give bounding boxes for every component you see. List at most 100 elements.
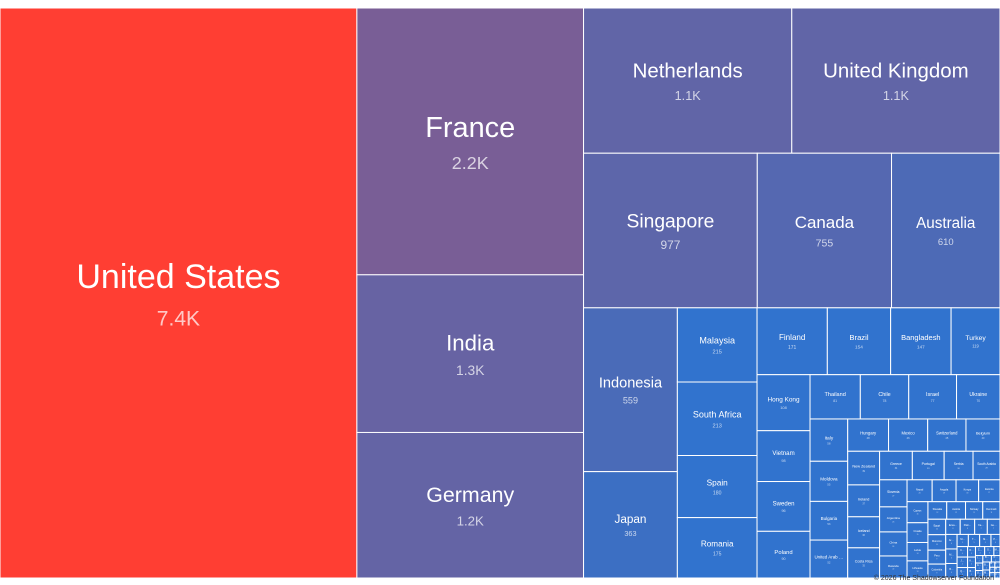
tile-jordan[interactable]: J…4: [956, 556, 969, 569]
tile-germany[interactable]: Germany 1.2K: [356, 431, 585, 579]
tile-portugal[interactable]: Portugal 33: [911, 450, 945, 481]
tile-rect-united-states[interactable]: [0, 7, 358, 579]
tile-ireland[interactable]: Ireland 37: [847, 484, 881, 518]
tile-rect-netherlands[interactable]: [583, 7, 793, 154]
tile-rect-south-africa[interactable]: [676, 381, 758, 457]
tile-costa-rica[interactable]: Costa Rica 35: [847, 547, 881, 579]
tile-rect-south-arabia[interactable]: [972, 450, 1000, 481]
tile-rect-spain[interactable]: [676, 455, 758, 519]
tile-albania[interactable]: Al…6: [945, 548, 958, 564]
tile-south-africa[interactable]: South Africa 213: [676, 381, 758, 457]
tile-malta[interactable]: M…5: [956, 533, 969, 548]
tile-tunisia[interactable]: T…5: [967, 533, 981, 548]
tile-iceland[interactable]: Iceland 36: [847, 516, 881, 549]
tile-rect-sweden[interactable]: [756, 481, 811, 532]
tile-serbia[interactable]: Serbia 30: [943, 450, 974, 481]
tile-panama[interactable]: P…4: [990, 533, 1000, 548]
tile-japan[interactable]: Japan 363: [583, 471, 678, 579]
tile-kazakhstan[interactable]: Ka…7: [974, 518, 988, 535]
tile-rect-poland[interactable]: [756, 530, 811, 579]
tile-singapore[interactable]: Singapore 977: [583, 152, 758, 309]
tile-india[interactable]: India 1.3K: [356, 274, 585, 433]
tile-netherlands[interactable]: Netherlands 1.1K: [583, 7, 793, 154]
tile-bangladesh[interactable]: Bangladesh 147: [890, 307, 952, 376]
tile-rect-hungary[interactable]: [847, 418, 890, 452]
tile-rect-romania[interactable]: [676, 517, 758, 579]
tile-peru[interactable]: Peru 9: [927, 549, 947, 565]
tile-rect-portugal[interactable]: [911, 450, 945, 481]
tile-rect-japan[interactable]: [583, 471, 678, 579]
tile-iraq[interactable]: I…2: [974, 555, 984, 564]
tile-oman[interactable]: O…3: [967, 546, 976, 558]
tile-mongolia[interactable]: M…2: [993, 546, 1000, 557]
tile-greece[interactable]: Greece 34: [879, 450, 913, 481]
tile-indonesia[interactable]: Indonesia 559: [583, 307, 678, 473]
tile-ecuador[interactable]: Ecua…8: [945, 518, 961, 535]
tile-rect-new-zealand[interactable]: [847, 450, 881, 486]
tile-italy[interactable]: Italy 58: [809, 418, 849, 462]
tile-rect-germany[interactable]: [356, 431, 585, 579]
tile-rect-malaysia[interactable]: [676, 307, 758, 383]
tile-cambodia[interactable]: C…3: [974, 546, 986, 557]
tile-vietnam[interactable]: Vietnam 98: [756, 430, 811, 483]
tile-united-states[interactable]: United States 7.4K: [0, 7, 358, 579]
tile-china[interactable]: China 24: [879, 531, 908, 557]
tile-malaysia[interactable]: Malaysia 215: [676, 307, 758, 383]
tile-rect-france[interactable]: [356, 7, 585, 276]
tile-romania[interactable]: Romania 175: [676, 517, 758, 579]
tile-rect-indonesia[interactable]: [583, 307, 678, 473]
tile-rect-hong-kong[interactable]: [756, 374, 811, 432]
tile-australia[interactable]: Australia 610: [891, 152, 1000, 309]
tile-nigeria[interactable]: Ni…5: [979, 533, 992, 548]
tile-rect-slovenia[interactable]: [879, 479, 908, 508]
tile-rect-united-arab-emirates[interactable]: [809, 539, 849, 579]
tile-rect-chile[interactable]: [859, 374, 910, 420]
tile-united-arab-emirates[interactable]: United Arab …52: [809, 539, 849, 579]
tile-armenia[interactable]: Ar…6: [945, 533, 958, 550]
tile-united-kingdom[interactable]: United Kingdom 1.1K: [791, 7, 1000, 154]
tile-kuwait[interactable]: K…3: [967, 556, 976, 569]
tile-rect-israel[interactable]: [908, 374, 958, 420]
tile-rect-bulgaria[interactable]: [809, 500, 849, 541]
tile-canada[interactable]: Canada 755: [756, 152, 893, 309]
tile-bosnia[interactable]: B…2: [982, 561, 991, 571]
tile-south-arabia[interactable]: South Arabia 28: [972, 450, 1000, 481]
tile-zambia[interactable]: Z…1: [994, 572, 1000, 579]
tile-spain[interactable]: Spain 180: [676, 455, 758, 519]
tile-finland[interactable]: Finland 171: [756, 307, 828, 376]
tile-rect-thailand[interactable]: [809, 374, 861, 420]
tile-sri-lanka[interactable]: S…3: [984, 546, 995, 557]
tile-georgia[interactable]: Ge…7: [986, 518, 1000, 535]
tile-rect-ukraine[interactable]: [956, 374, 1000, 420]
tile-rect-united-kingdom[interactable]: [791, 7, 1000, 154]
